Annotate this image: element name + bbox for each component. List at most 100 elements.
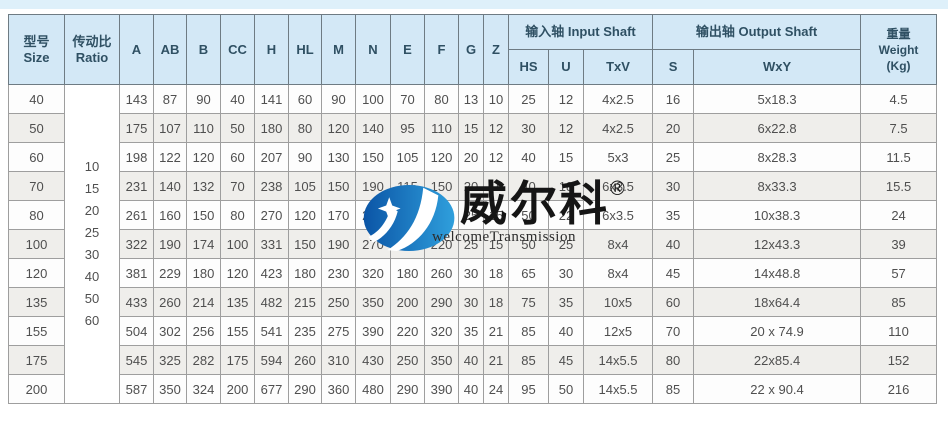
cell-value: 430 bbox=[355, 345, 391, 375]
cell-value: 677 bbox=[254, 374, 289, 404]
cell-value: 25 bbox=[508, 84, 549, 114]
cell-value: 185 bbox=[424, 200, 459, 230]
col-group-output-shaft: 输出轴 Output Shaft bbox=[652, 14, 862, 50]
cell-value: 8x4 bbox=[582, 229, 654, 259]
ratio-value: 15 bbox=[84, 181, 100, 196]
cell-value: 12x43.3 bbox=[693, 229, 862, 259]
cell-value: 85 bbox=[508, 345, 549, 375]
cell-value: 231 bbox=[119, 171, 154, 201]
cell-value: 122 bbox=[153, 142, 187, 172]
cell-value: 152 bbox=[860, 345, 938, 375]
cell-value: 229 bbox=[153, 258, 187, 288]
cell-size: 200 bbox=[8, 374, 65, 404]
cell-value: 320 bbox=[424, 316, 459, 346]
col-header-g: G bbox=[458, 14, 484, 85]
cell-value: 310 bbox=[321, 345, 356, 375]
col-header-z: Z bbox=[483, 14, 509, 85]
cell-value: 60 bbox=[220, 142, 255, 172]
cell-value: 4.5 bbox=[860, 84, 938, 114]
col-header-cc: CC bbox=[220, 14, 255, 85]
cell-size: 50 bbox=[8, 113, 65, 143]
col-header-a: A bbox=[119, 14, 154, 85]
cell-value: 140 bbox=[355, 113, 391, 143]
cell-value: 135 bbox=[390, 200, 425, 230]
cell-value: 70 bbox=[652, 316, 695, 346]
cell-value: 15 bbox=[483, 200, 509, 230]
cell-value: 120 bbox=[220, 258, 255, 288]
cell-value: 140 bbox=[153, 171, 187, 201]
cell-value: 260 bbox=[424, 258, 459, 288]
cell-value: 180 bbox=[390, 258, 425, 288]
cell-value: 90 bbox=[321, 84, 356, 114]
cell-value: 14x48.8 bbox=[693, 258, 862, 288]
cell-value: 180 bbox=[254, 113, 289, 143]
cell-size: 120 bbox=[8, 258, 65, 288]
cell-value: 105 bbox=[288, 171, 322, 201]
col-header-weight-zh: 重量 bbox=[886, 26, 911, 41]
cell-value: 5x3 bbox=[582, 142, 654, 172]
cell-value: 50 bbox=[220, 113, 255, 143]
cell-value: 10x38.3 bbox=[693, 200, 862, 230]
cell-value: 12 bbox=[548, 84, 584, 114]
spec-table-wrapper: 型号 Size 传动比 Ratio A AB B CC H HL M N E F G Z 输入轴 In… bbox=[8, 14, 938, 404]
cell-value: 260 bbox=[153, 287, 187, 317]
cell-value: 132 bbox=[186, 171, 221, 201]
cell-size: 175 bbox=[8, 345, 65, 375]
page-top-strip bbox=[0, 0, 948, 9]
cell-value: 290 bbox=[390, 374, 425, 404]
cell-size: 40 bbox=[8, 84, 65, 114]
cell-value: 200 bbox=[220, 374, 255, 404]
cell-value: 8x33.3 bbox=[693, 171, 862, 201]
cell-value: 175 bbox=[220, 345, 255, 375]
cell-value: 45 bbox=[652, 258, 695, 288]
cell-value: 214 bbox=[186, 287, 221, 317]
col-header-ratio-en: Ratio bbox=[75, 49, 109, 65]
cell-value: 100 bbox=[220, 229, 255, 259]
cell-value: 350 bbox=[153, 374, 187, 404]
ratio-value: 10 bbox=[84, 159, 100, 174]
cell-value: 130 bbox=[321, 142, 356, 172]
cell-value: 350 bbox=[355, 287, 391, 317]
cell-value: 190 bbox=[321, 229, 356, 259]
cell-value: 60 bbox=[288, 84, 322, 114]
ratio-value: 50 bbox=[84, 291, 100, 306]
cell-value: 21 bbox=[483, 316, 509, 346]
cell-value: 350 bbox=[424, 345, 459, 375]
cell-value: 6x3.5 bbox=[582, 200, 654, 230]
col-header-weight-unit: (Kg) bbox=[886, 58, 911, 73]
col-header-ratio-zh: 传动比 bbox=[72, 33, 112, 49]
ratio-value: 60 bbox=[84, 313, 100, 328]
cell-value: 390 bbox=[355, 316, 391, 346]
col-header-b: B bbox=[186, 14, 221, 85]
cell-value: 18 bbox=[483, 287, 509, 317]
cell-value: 80 bbox=[220, 200, 255, 230]
cell-value: 322 bbox=[119, 229, 154, 259]
cell-value: 174 bbox=[186, 229, 221, 259]
cell-value: 87 bbox=[153, 84, 187, 114]
cell-value: 360 bbox=[321, 374, 356, 404]
cell-value: 235 bbox=[288, 316, 322, 346]
cell-value: 40 bbox=[508, 171, 549, 201]
cell-value: 150 bbox=[186, 200, 221, 230]
table-row: 50 175 107 110 50 180 80 120 140 95 110 15 12 30 12 4x2… bbox=[8, 113, 938, 143]
cell-value: 115 bbox=[390, 171, 425, 201]
cell-size: 135 bbox=[8, 287, 65, 317]
table-row: 155 504 302 256 155 541 235 275 390 220 320 35 21 85 4… bbox=[8, 316, 938, 346]
cell-value: 256 bbox=[186, 316, 221, 346]
col-header-n: N bbox=[355, 14, 391, 85]
ratio-value: 20 bbox=[84, 203, 100, 218]
cell-value: 390 bbox=[424, 374, 459, 404]
cell-value: 15 bbox=[458, 113, 484, 143]
ratio-value: 25 bbox=[84, 225, 100, 240]
cell-value: 30 bbox=[458, 287, 484, 317]
cell-value: 12 bbox=[483, 142, 509, 172]
cell-value: 60 bbox=[652, 287, 695, 317]
cell-value: 12 bbox=[483, 113, 509, 143]
cell-value: 90 bbox=[186, 84, 221, 114]
cell-value: 24 bbox=[483, 374, 509, 404]
col-header-f: F bbox=[424, 14, 459, 85]
col-header-weight: 重量 Weight (Kg) bbox=[860, 14, 938, 85]
cell-value: 30 bbox=[548, 258, 584, 288]
cell-value: 4x2.5 bbox=[582, 113, 654, 143]
cell-value: 250 bbox=[390, 345, 425, 375]
